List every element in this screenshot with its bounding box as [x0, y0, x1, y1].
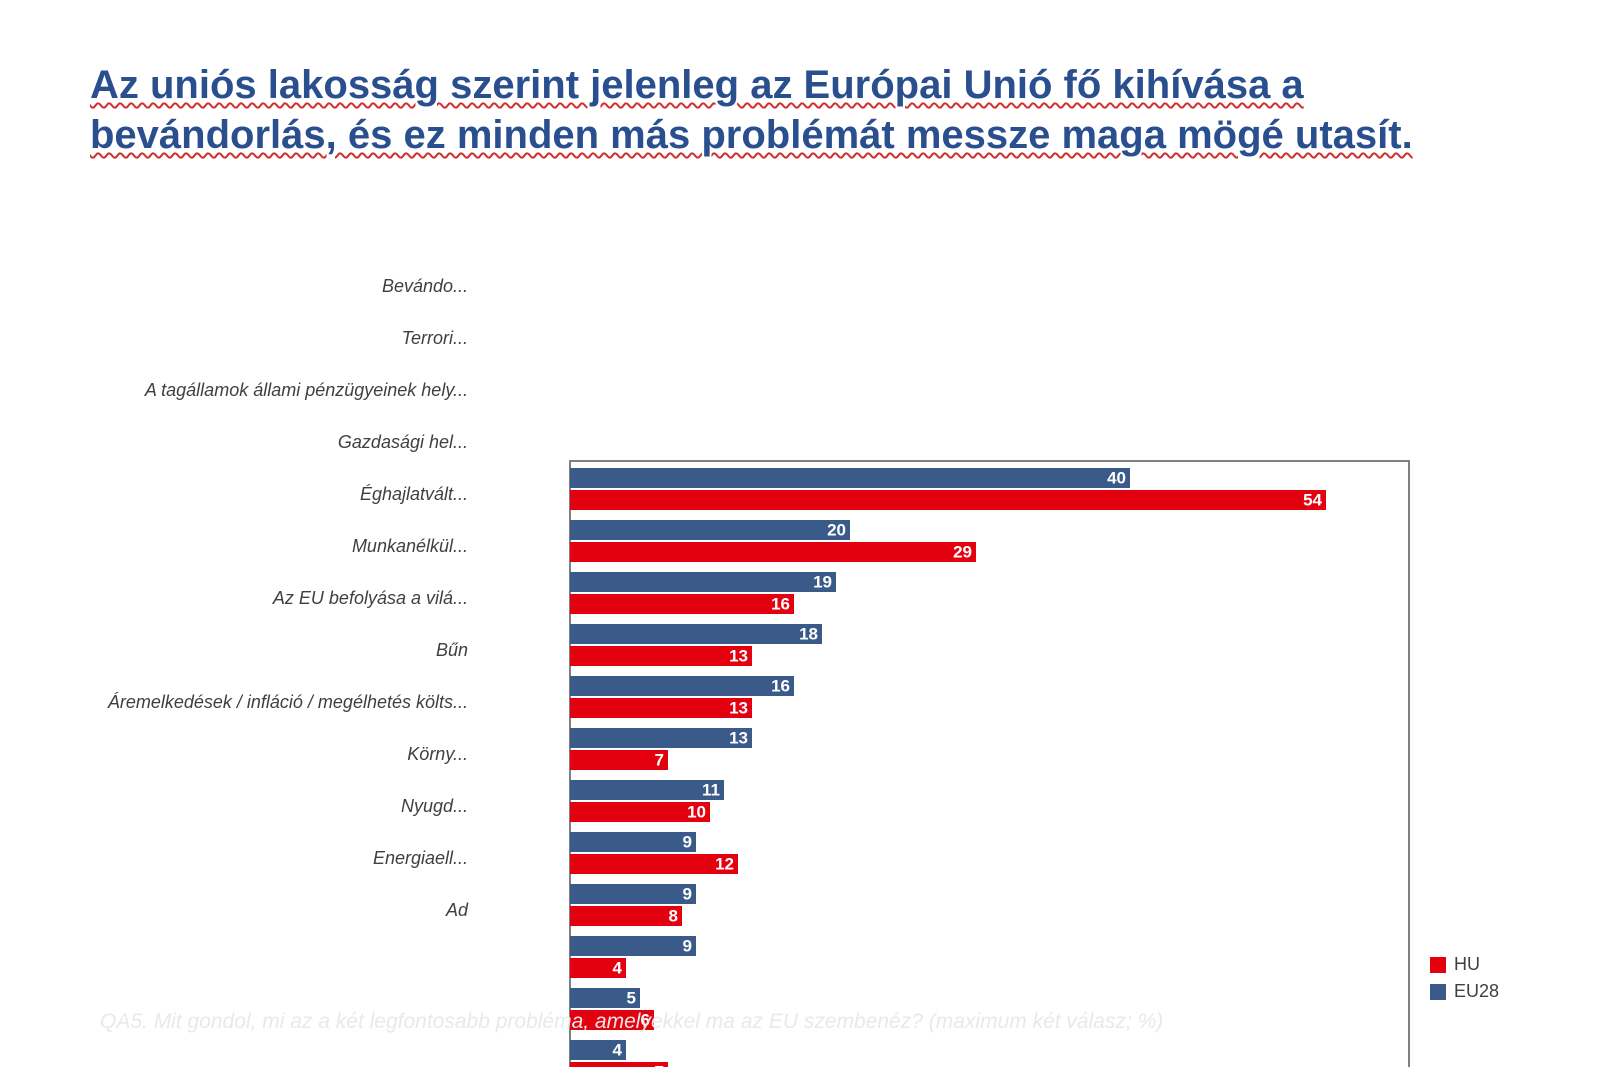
bar-hu: 13: [570, 698, 752, 718]
legend-swatch: [1430, 957, 1446, 973]
bar-hu: 4: [570, 958, 626, 978]
bar-row: 13: [570, 728, 1408, 748]
bar-value: 4: [613, 960, 622, 977]
category-label: Éghajlatvált...: [0, 485, 468, 505]
bar-row: 7: [570, 1062, 1408, 1067]
bar-hu: 7: [570, 1062, 668, 1067]
bar-hu: 8: [570, 906, 682, 926]
legend-swatch: [1430, 984, 1446, 1000]
category-label: A tagállamok állami pénzügyeinek hely...: [0, 381, 468, 401]
bar-eu28: 16: [570, 676, 794, 696]
bar-eu28: 13: [570, 728, 752, 748]
category-label: Munkanélkül...: [0, 537, 468, 557]
bar-row: 5: [570, 988, 1408, 1008]
bar-row: 9: [570, 936, 1408, 956]
bar-eu28: 20: [570, 520, 850, 540]
bar-eu28: 9: [570, 832, 696, 852]
bar-hu: 29: [570, 542, 976, 562]
bar-hu: 12: [570, 854, 738, 874]
bar-eu28: 18: [570, 624, 822, 644]
bar-eu28: 19: [570, 572, 836, 592]
bar-row: 10: [570, 802, 1408, 822]
bar-row: 12: [570, 854, 1408, 874]
bar-value: 11: [702, 782, 720, 799]
category-label: Az EU befolyása a vilá...: [0, 589, 468, 609]
bar-value: 10: [687, 804, 706, 821]
bar-eu28: 9: [570, 936, 696, 956]
category-label: Energiaell...: [0, 849, 468, 869]
bar-row: 19: [570, 572, 1408, 592]
bar-value: 7: [655, 1064, 664, 1067]
bar-value: 7: [655, 752, 664, 769]
bar-hu: 16: [570, 594, 794, 614]
bar-row: 54: [570, 490, 1408, 510]
bar-eu28: 5: [570, 988, 640, 1008]
category-label: Nyugd...: [0, 797, 468, 817]
bar-value: 19: [813, 574, 832, 591]
bar-value: 9: [683, 834, 692, 851]
bar-value: 13: [729, 648, 748, 665]
bar-value: 18: [799, 626, 818, 643]
bar-row: 11: [570, 780, 1408, 800]
bar-value: 5: [627, 990, 636, 1007]
plot-area: 4054202919161813161313711109129894564743: [570, 460, 1410, 1067]
bar-hu: 10: [570, 802, 710, 822]
bar-row: 13: [570, 698, 1408, 718]
bar-eu28: 4: [570, 1040, 626, 1060]
category-label: Áremelkedések / infláció / megélhetés kö…: [0, 693, 468, 713]
bar-value: 20: [827, 522, 846, 539]
bar-value: 16: [771, 596, 790, 613]
bar-row: 16: [570, 594, 1408, 614]
footnote: QA5. Mit gondol, mi az a két legfontosab…: [100, 1010, 1163, 1034]
category-label: Ad: [0, 901, 468, 921]
legend-item-hu: HU: [1430, 954, 1499, 975]
category-label: Bűn: [0, 641, 468, 661]
bar-row: 13: [570, 646, 1408, 666]
category-label: Gazdasági hel...: [0, 433, 468, 453]
bar-value: 16: [771, 678, 790, 695]
category-label: Terrori...: [0, 329, 468, 349]
bar-value: 13: [729, 730, 748, 747]
bar-hu: 13: [570, 646, 752, 666]
bar-value: 4: [613, 1042, 622, 1059]
bar-value: 8: [669, 908, 678, 925]
bar-row: 20: [570, 520, 1408, 540]
legend-label: EU28: [1454, 981, 1499, 1002]
bar-row: 4: [570, 958, 1408, 978]
bar-row: 9: [570, 832, 1408, 852]
bar-row: 18: [570, 624, 1408, 644]
bar-value: 13: [729, 700, 748, 717]
bar-value: 9: [683, 886, 692, 903]
bar-eu28: 11: [570, 780, 724, 800]
bar-hu: 54: [570, 490, 1326, 510]
legend-item-eu28: EU28: [1430, 981, 1499, 1002]
bar-row: 7: [570, 750, 1408, 770]
bar-row: 4: [570, 1040, 1408, 1060]
bar-row: 40: [570, 468, 1408, 488]
bar-row: 9: [570, 884, 1408, 904]
bar-eu28: 40: [570, 468, 1130, 488]
bar-row: 29: [570, 542, 1408, 562]
bar-row: 16: [570, 676, 1408, 696]
bar-value: 12: [715, 856, 734, 873]
bar-value: 40: [1107, 470, 1126, 487]
bar-value: 54: [1303, 492, 1322, 509]
bar-value: 29: [953, 544, 972, 561]
legend: HU EU28: [1430, 948, 1499, 1008]
category-label: Körny...: [0, 745, 468, 765]
bar-value: 9: [683, 938, 692, 955]
category-label: Bevándo...: [0, 277, 468, 297]
bar-hu: 7: [570, 750, 668, 770]
bar-eu28: 9: [570, 884, 696, 904]
chart-title: Az uniós lakosság szerint jelenleg az Eu…: [90, 60, 1520, 160]
page: Az uniós lakosság szerint jelenleg az Eu…: [0, 0, 1600, 1067]
bar-row: 8: [570, 906, 1408, 926]
legend-label: HU: [1454, 954, 1480, 975]
